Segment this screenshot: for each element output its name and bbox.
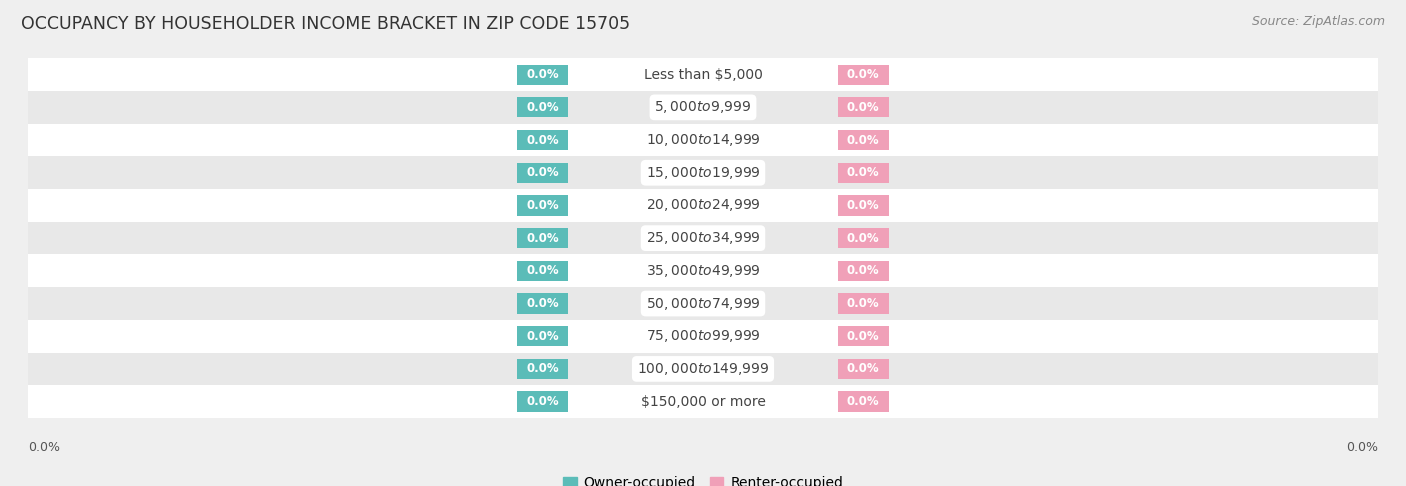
- Text: $5,000 to $9,999: $5,000 to $9,999: [654, 99, 752, 115]
- Text: 0.0%: 0.0%: [526, 330, 560, 343]
- Text: 0.0%: 0.0%: [846, 101, 880, 114]
- Text: 0.0%: 0.0%: [526, 297, 560, 310]
- Bar: [838, 163, 889, 183]
- Bar: [838, 392, 889, 412]
- Bar: [517, 228, 568, 248]
- FancyBboxPatch shape: [28, 352, 1378, 385]
- Text: 0.0%: 0.0%: [846, 134, 880, 147]
- Text: $10,000 to $14,999: $10,000 to $14,999: [645, 132, 761, 148]
- Bar: [838, 260, 889, 281]
- FancyBboxPatch shape: [28, 58, 1378, 91]
- Text: OCCUPANCY BY HOUSEHOLDER INCOME BRACKET IN ZIP CODE 15705: OCCUPANCY BY HOUSEHOLDER INCOME BRACKET …: [21, 15, 630, 33]
- Text: $15,000 to $19,999: $15,000 to $19,999: [645, 165, 761, 181]
- Text: 0.0%: 0.0%: [846, 264, 880, 278]
- Text: 0.0%: 0.0%: [526, 134, 560, 147]
- Text: 0.0%: 0.0%: [1346, 441, 1378, 453]
- Text: 0.0%: 0.0%: [846, 68, 880, 81]
- Text: Less than $5,000: Less than $5,000: [644, 68, 762, 82]
- Text: 0.0%: 0.0%: [526, 363, 560, 375]
- FancyBboxPatch shape: [28, 91, 1378, 124]
- Bar: [838, 65, 889, 85]
- Bar: [517, 65, 568, 85]
- Bar: [517, 130, 568, 150]
- Bar: [517, 195, 568, 216]
- Text: 0.0%: 0.0%: [526, 264, 560, 278]
- Bar: [517, 392, 568, 412]
- Bar: [838, 326, 889, 347]
- Bar: [838, 228, 889, 248]
- FancyBboxPatch shape: [28, 222, 1378, 255]
- Bar: [517, 326, 568, 347]
- Text: 0.0%: 0.0%: [846, 395, 880, 408]
- Text: $25,000 to $34,999: $25,000 to $34,999: [645, 230, 761, 246]
- FancyBboxPatch shape: [28, 385, 1378, 418]
- FancyBboxPatch shape: [28, 287, 1378, 320]
- FancyBboxPatch shape: [28, 255, 1378, 287]
- Text: 0.0%: 0.0%: [846, 232, 880, 244]
- Text: 0.0%: 0.0%: [846, 363, 880, 375]
- FancyBboxPatch shape: [28, 156, 1378, 189]
- Text: $75,000 to $99,999: $75,000 to $99,999: [645, 328, 761, 344]
- FancyBboxPatch shape: [28, 320, 1378, 352]
- Text: 0.0%: 0.0%: [28, 441, 60, 453]
- Text: $35,000 to $49,999: $35,000 to $49,999: [645, 263, 761, 279]
- Text: 0.0%: 0.0%: [846, 297, 880, 310]
- Text: $100,000 to $149,999: $100,000 to $149,999: [637, 361, 769, 377]
- Legend: Owner-occupied, Renter-occupied: Owner-occupied, Renter-occupied: [562, 476, 844, 486]
- Text: 0.0%: 0.0%: [526, 166, 560, 179]
- Text: 0.0%: 0.0%: [526, 68, 560, 81]
- Text: $150,000 or more: $150,000 or more: [641, 395, 765, 409]
- FancyBboxPatch shape: [28, 189, 1378, 222]
- Text: 0.0%: 0.0%: [526, 232, 560, 244]
- Text: 0.0%: 0.0%: [526, 395, 560, 408]
- Bar: [517, 260, 568, 281]
- Bar: [517, 163, 568, 183]
- Text: $50,000 to $74,999: $50,000 to $74,999: [645, 295, 761, 312]
- Bar: [517, 97, 568, 118]
- Text: Source: ZipAtlas.com: Source: ZipAtlas.com: [1251, 15, 1385, 28]
- Bar: [838, 97, 889, 118]
- Text: 0.0%: 0.0%: [846, 199, 880, 212]
- Text: $20,000 to $24,999: $20,000 to $24,999: [645, 197, 761, 213]
- Bar: [838, 294, 889, 313]
- Bar: [838, 130, 889, 150]
- Bar: [838, 195, 889, 216]
- FancyBboxPatch shape: [28, 124, 1378, 156]
- Text: 0.0%: 0.0%: [846, 330, 880, 343]
- Bar: [838, 359, 889, 379]
- Bar: [517, 294, 568, 313]
- Bar: [517, 359, 568, 379]
- Text: 0.0%: 0.0%: [846, 166, 880, 179]
- Text: 0.0%: 0.0%: [526, 101, 560, 114]
- Text: 0.0%: 0.0%: [526, 199, 560, 212]
